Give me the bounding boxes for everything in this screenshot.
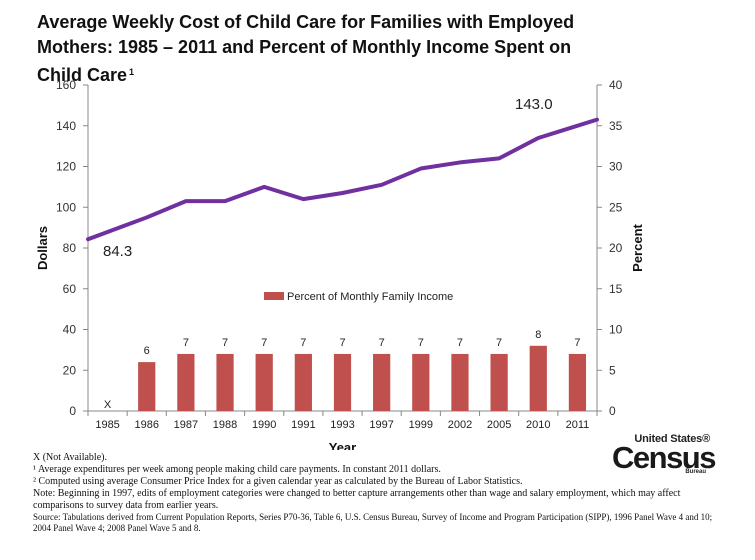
right-tick-label: 40: [609, 78, 623, 92]
x-tick-label: 2002: [448, 419, 472, 431]
x-tick-label: 1990: [252, 419, 276, 431]
chart-title: Average Weekly Cost of Child Care for Fa…: [37, 10, 637, 88]
bar: [294, 353, 312, 411]
logo-line-2: Census: [612, 440, 716, 475]
bar: [177, 353, 195, 411]
bar-label: 7: [496, 337, 502, 349]
bar: [373, 353, 391, 411]
bar: [216, 353, 234, 411]
left-tick-label: 80: [63, 241, 77, 255]
census-logo: United States® Census Bureau: [612, 433, 716, 475]
bar-label: 7: [379, 337, 385, 349]
bar-label: X: [104, 399, 112, 411]
note-1: ¹ Average expenditures per week among pe…: [33, 464, 441, 475]
right-tick-label: 20: [609, 241, 623, 255]
title-line-2: Mothers: 1985 – 2011 and Percent of Mont…: [37, 37, 572, 57]
x-tick-label: 1986: [134, 419, 158, 431]
source-note: Source: Tabulations derived from Current…: [33, 512, 713, 533]
left-tick-label: 100: [56, 200, 76, 214]
left-tick-label: 140: [56, 119, 76, 133]
x-axis-title: Year: [329, 440, 356, 450]
bar-label: 7: [418, 337, 424, 349]
left-tick-label: 160: [56, 78, 76, 92]
bar: [568, 353, 587, 411]
note-not-available: X (Not Available).: [33, 452, 107, 463]
bar-label: 7: [300, 337, 306, 349]
bar: [255, 353, 273, 411]
annotation-end-value: 143.0: [515, 96, 553, 113]
note-2: ² Computed using average Consumer Price …: [33, 476, 523, 487]
x-tick-label: 2011: [566, 419, 590, 431]
left-tick-label: 40: [63, 323, 77, 337]
x-tick-label: 2010: [526, 419, 550, 431]
chart-svg: 0 20 40 60 80 100 120 140 160 0 5 10 15 20 25 30 35 40 198…: [35, 78, 645, 450]
x-tick-label: 1991: [291, 419, 315, 431]
title-footnote-mark: 1: [129, 67, 135, 77]
bar-label: 7: [574, 337, 580, 349]
left-tick-label: 120: [56, 160, 76, 174]
right-axis-title: Percent: [630, 223, 645, 271]
bar-label: 6: [144, 345, 150, 357]
left-tick-label: 20: [63, 363, 77, 377]
legend-label: Percent of Monthly Family Income: [287, 291, 453, 303]
bar: [333, 353, 352, 411]
left-tick-label: 60: [63, 282, 77, 296]
logo-line-3: Bureau: [685, 469, 706, 475]
right-tick-label: 5: [609, 363, 616, 377]
x-tick-label: 1987: [174, 419, 198, 431]
legend-swatch: [264, 292, 284, 300]
bar-label: 7: [339, 337, 345, 349]
bar: [138, 362, 156, 411]
right-tick-label: 25: [609, 200, 623, 214]
x-tick-label: 1988: [213, 419, 237, 431]
bar-label: 7: [183, 337, 189, 349]
bar: [490, 353, 508, 411]
x-tick-label: 1985: [95, 419, 119, 431]
x-tick-label: 1993: [330, 419, 354, 431]
bar-label: 7: [261, 337, 267, 349]
right-tick-label: 35: [609, 119, 623, 133]
bar-label: 7: [222, 337, 228, 349]
x-tick-label: 1997: [369, 419, 393, 431]
bar: [451, 353, 469, 411]
right-tick-label: 10: [609, 323, 623, 337]
logo-line-1: United States®: [634, 433, 710, 445]
left-axis-title: Dollars: [35, 226, 50, 270]
bar-label: 8: [535, 329, 541, 341]
bar: [412, 353, 430, 411]
right-tick-label: 15: [609, 282, 623, 296]
x-tick-label: 2005: [487, 419, 511, 431]
line-series: [86, 117, 599, 242]
x-tick-label: 1999: [409, 419, 433, 431]
title-line-1: Average Weekly Cost of Child Care for Fa…: [37, 12, 575, 32]
right-tick-label: 0: [609, 404, 616, 418]
left-tick-label: 0: [69, 404, 76, 418]
footnotes: X (Not Available). ¹ Average expenditure…: [33, 452, 723, 534]
annotation-start-value: 84.3: [103, 243, 132, 260]
bar: [529, 345, 547, 411]
title-line-3: Child Care: [37, 65, 128, 85]
right-tick-label: 30: [609, 160, 623, 174]
note-3: Note: Beginning in 1997, edits of employ…: [33, 488, 681, 511]
bar-label: 7: [457, 337, 463, 349]
